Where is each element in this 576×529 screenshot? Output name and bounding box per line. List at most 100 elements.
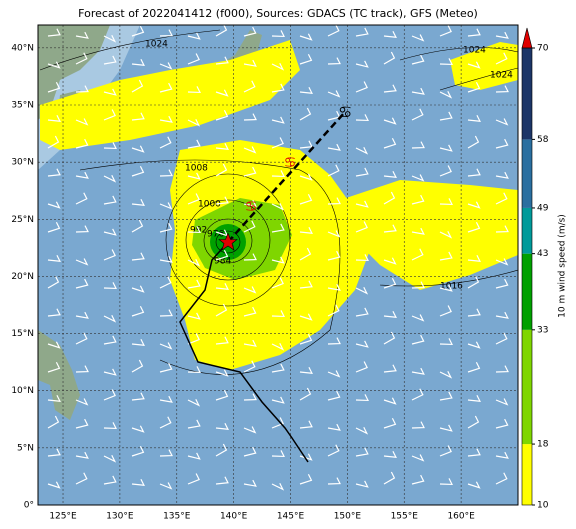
contour-label: 1024 (463, 46, 486, 56)
wind-barb (243, 199, 257, 207)
wind-barb (159, 342, 173, 350)
x-tick-label: 155°E (391, 512, 419, 522)
map-area: 1024 1024 1024 1008 1000 992 976 984 101… (38, 25, 518, 505)
wind-barb (187, 419, 201, 429)
wind-barb (215, 250, 229, 261)
wind-barb (383, 450, 397, 458)
wind-barb (411, 227, 425, 235)
colorbar-tick-label: 18 (537, 440, 549, 450)
wind-barb (299, 140, 313, 149)
wind-barb (355, 254, 369, 262)
wind-barb (411, 421, 425, 429)
wind-barb (103, 55, 117, 65)
wind-barb (467, 362, 481, 373)
wind-barb (103, 228, 117, 236)
wind-barb (215, 443, 228, 457)
wind-barb (215, 336, 229, 345)
wind-barb (439, 478, 453, 486)
x-tick-label: 160°E (447, 512, 475, 522)
wind-barb (411, 194, 425, 205)
wind-barb (299, 194, 313, 205)
wind-barb (271, 170, 285, 178)
contour-label: 1008 (185, 164, 208, 174)
wind-barb (159, 169, 173, 177)
wind-barb (495, 138, 509, 149)
wind-barb (467, 114, 481, 122)
wind-barb (131, 478, 145, 486)
wind-barb (299, 420, 313, 429)
wind-barb (47, 114, 61, 122)
y-tick-label: 20°N (11, 272, 34, 282)
wind-barb (383, 51, 396, 65)
wind-barb (355, 480, 369, 488)
colorbar-segment (522, 139, 532, 208)
wind-barb (243, 393, 257, 401)
wind-barb (411, 474, 425, 485)
wind-barb (215, 476, 229, 485)
wind-barb (187, 452, 201, 460)
wind-barb (299, 280, 313, 289)
wind-barb (299, 474, 313, 485)
colorbar-extend (521, 27, 533, 49)
wind-barb (467, 82, 481, 93)
wind-barb (103, 282, 117, 290)
wind-barb (215, 110, 229, 121)
wind-barb (243, 479, 257, 487)
wind-barb (215, 369, 229, 377)
contour-label: 1024 (490, 71, 513, 81)
wind-barb (355, 340, 369, 348)
wind-barb (47, 275, 60, 289)
wind-barb (467, 201, 481, 209)
wind-barb (243, 113, 257, 121)
wind-barb (495, 472, 508, 485)
wind-barb (47, 448, 61, 457)
colorbar-tick-label: 10 (537, 501, 549, 511)
wind-barb (75, 31, 89, 39)
wind-barb (47, 82, 61, 93)
wind-barb (187, 333, 200, 345)
wind-barb (495, 192, 508, 205)
wind-barb (467, 168, 481, 177)
wind-barb (495, 85, 509, 93)
wind-barb (47, 394, 61, 402)
wind-barb (131, 79, 144, 93)
wind-barb (271, 450, 285, 458)
wind-barb (215, 303, 228, 317)
wind-barb (47, 61, 61, 69)
wind-barb (271, 256, 285, 264)
wind-barb (47, 168, 61, 177)
wind-barb (159, 115, 173, 123)
wind-barb (327, 143, 341, 151)
wind-barb (327, 57, 341, 65)
wind-barb (131, 359, 144, 373)
colorbar-segment (522, 48, 532, 140)
land-philippines (38, 330, 80, 420)
wind-barb (159, 362, 173, 373)
wind-barb (47, 341, 61, 349)
wind-barb (187, 139, 201, 149)
wind-barb (495, 398, 509, 406)
wind-barb (411, 174, 425, 182)
wind-barb (439, 230, 453, 239)
wind-barb (299, 334, 313, 345)
wind-barb (103, 454, 117, 463)
wind-barb (495, 31, 509, 39)
wind-barb (159, 482, 173, 490)
wind-barb (383, 418, 397, 429)
wind-barb (47, 254, 61, 262)
wind-barb (411, 248, 424, 261)
wind-barb (131, 198, 145, 206)
wind-barb (299, 54, 313, 65)
wind-barb (495, 311, 509, 319)
wind-barb (495, 418, 509, 429)
wind-barb (355, 361, 368, 373)
wind-barb (355, 426, 369, 435)
wind-barb (411, 367, 425, 375)
wind-barb (271, 396, 285, 404)
wind-barb (47, 308, 61, 317)
wind-barb (47, 481, 61, 489)
wind-barb (215, 142, 229, 150)
x-tick-label: 135°E (163, 512, 191, 522)
wind-barb (495, 225, 509, 233)
wind-barb (131, 26, 145, 37)
